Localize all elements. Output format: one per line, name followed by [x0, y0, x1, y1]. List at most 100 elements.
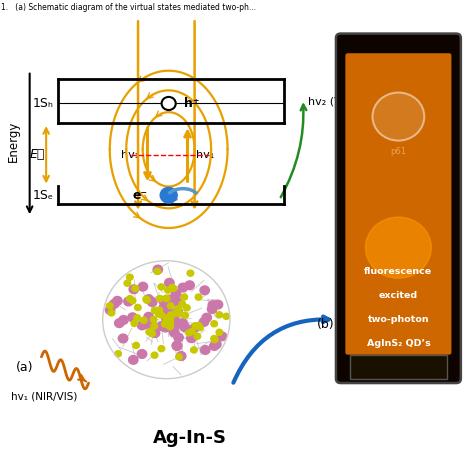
Circle shape [175, 306, 182, 312]
Circle shape [163, 305, 172, 314]
Circle shape [178, 319, 187, 327]
Circle shape [146, 329, 153, 335]
Circle shape [216, 329, 223, 336]
Circle shape [167, 312, 174, 318]
Circle shape [195, 322, 202, 329]
Circle shape [109, 299, 119, 308]
Circle shape [158, 312, 164, 318]
Circle shape [124, 280, 131, 286]
Circle shape [189, 328, 195, 335]
Circle shape [128, 313, 137, 322]
Circle shape [168, 313, 175, 319]
Circle shape [161, 319, 171, 328]
Text: hv₁ (NIR/VIS): hv₁ (NIR/VIS) [11, 392, 77, 402]
Circle shape [118, 334, 128, 343]
Circle shape [129, 298, 136, 304]
Circle shape [174, 333, 183, 342]
Circle shape [137, 321, 147, 330]
Circle shape [179, 301, 186, 307]
Circle shape [164, 287, 171, 293]
Circle shape [180, 323, 190, 331]
Circle shape [153, 265, 163, 274]
Circle shape [113, 296, 122, 305]
Circle shape [138, 282, 147, 291]
Circle shape [159, 304, 168, 312]
Circle shape [115, 351, 121, 357]
Text: AgInS₂ QD’s: AgInS₂ QD’s [366, 339, 430, 348]
Circle shape [129, 285, 138, 294]
Circle shape [124, 297, 133, 306]
Circle shape [176, 354, 182, 360]
Text: hv₁: hv₁ [121, 150, 139, 160]
Circle shape [144, 313, 154, 321]
Circle shape [373, 92, 424, 141]
Circle shape [155, 311, 162, 317]
Circle shape [161, 323, 170, 332]
Text: excited: excited [379, 291, 418, 300]
Text: e⁻: e⁻ [132, 189, 147, 202]
Circle shape [115, 319, 124, 327]
Circle shape [151, 352, 158, 358]
Circle shape [150, 329, 160, 337]
Circle shape [208, 301, 218, 309]
Circle shape [144, 297, 150, 303]
Circle shape [147, 298, 157, 307]
FancyBboxPatch shape [346, 53, 451, 354]
Circle shape [166, 322, 173, 329]
Circle shape [211, 336, 218, 341]
Circle shape [107, 303, 113, 309]
Circle shape [171, 321, 181, 329]
Text: Ag-In-S: Ag-In-S [153, 429, 227, 447]
Circle shape [167, 324, 173, 330]
Circle shape [201, 345, 210, 354]
Circle shape [183, 305, 190, 311]
Circle shape [186, 330, 192, 336]
Circle shape [190, 323, 200, 332]
Circle shape [169, 285, 175, 290]
Circle shape [199, 318, 209, 326]
Circle shape [167, 303, 174, 309]
Circle shape [223, 313, 229, 319]
Circle shape [176, 352, 186, 360]
Circle shape [156, 295, 163, 302]
Circle shape [173, 310, 180, 316]
Circle shape [176, 311, 182, 317]
Bar [350, 354, 447, 379]
Circle shape [151, 323, 157, 329]
Circle shape [163, 295, 170, 302]
Circle shape [144, 295, 154, 304]
Text: 1Sₑ: 1Sₑ [32, 189, 53, 202]
Circle shape [213, 300, 223, 309]
Circle shape [182, 312, 189, 318]
Circle shape [159, 296, 168, 305]
Circle shape [173, 307, 182, 316]
Text: 1Sₕ: 1Sₕ [32, 97, 53, 110]
Circle shape [134, 315, 140, 321]
Text: hv₁: hv₁ [196, 150, 214, 160]
Circle shape [163, 295, 170, 301]
Circle shape [165, 317, 171, 323]
Circle shape [127, 274, 133, 280]
Circle shape [200, 286, 210, 295]
Circle shape [202, 313, 211, 322]
Circle shape [141, 317, 147, 323]
Circle shape [173, 342, 182, 350]
Circle shape [143, 296, 149, 302]
Circle shape [187, 334, 196, 343]
Circle shape [154, 268, 161, 275]
Circle shape [210, 341, 219, 350]
Circle shape [151, 307, 158, 313]
Text: p61: p61 [391, 147, 406, 156]
Circle shape [217, 332, 227, 341]
Circle shape [133, 342, 139, 349]
Circle shape [157, 322, 166, 331]
Text: E⁧: E⁧ [29, 148, 45, 161]
Circle shape [137, 350, 147, 359]
Circle shape [150, 317, 157, 322]
Circle shape [166, 319, 173, 325]
Circle shape [108, 310, 115, 316]
Circle shape [170, 316, 180, 325]
Circle shape [365, 217, 431, 278]
Circle shape [146, 319, 155, 328]
Circle shape [164, 278, 174, 287]
